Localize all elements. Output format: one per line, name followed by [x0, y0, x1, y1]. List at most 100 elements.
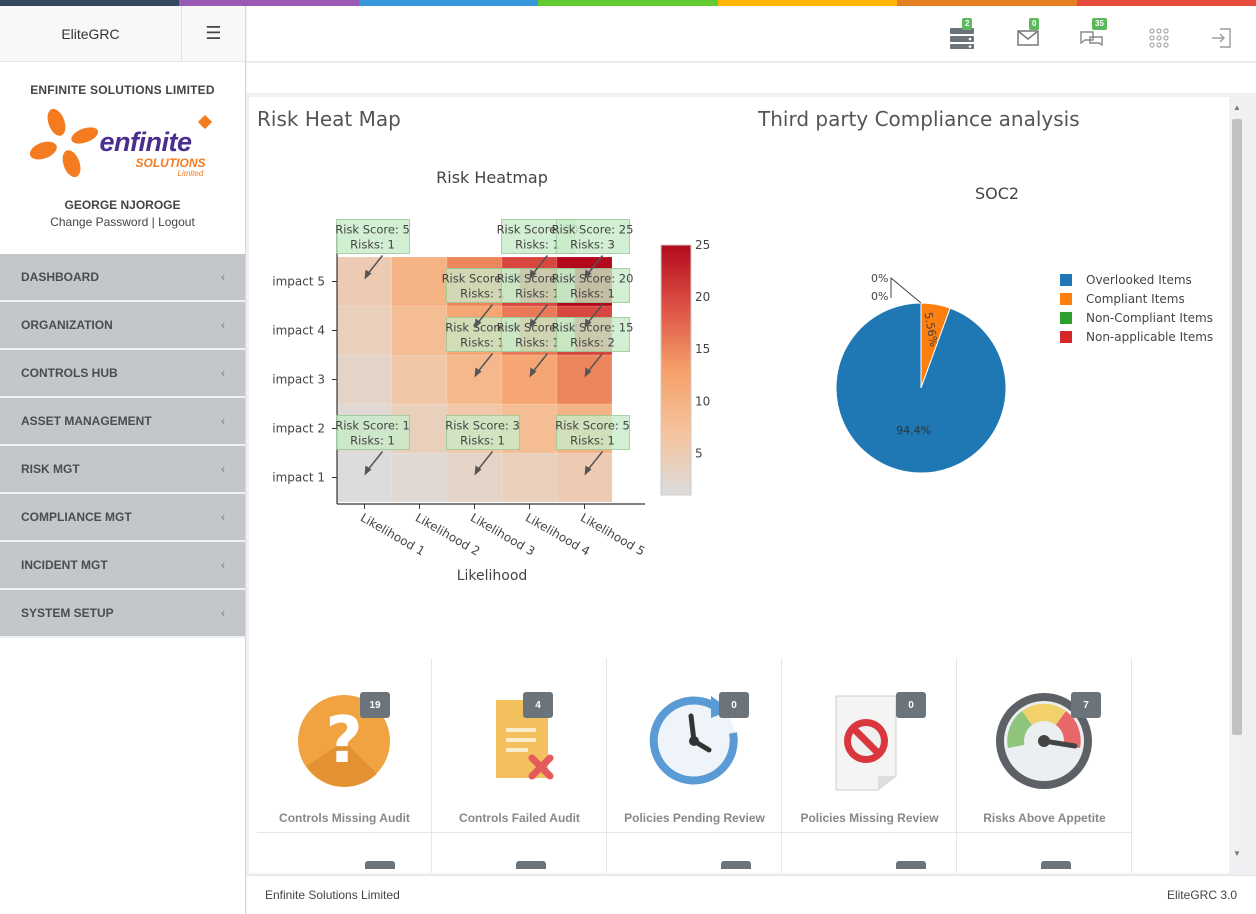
- tile-controls-missing-audit[interactable]: ? 19 Controls Missing Audit: [257, 658, 432, 873]
- sidebar-item-dashboard[interactable]: DASHBOARD ‹: [0, 254, 245, 302]
- sidebar: EliteGRC ☰ ENFINITE SOLUTIONS LIMITED en…: [0, 6, 246, 914]
- tile-count-badge: 4: [523, 692, 553, 718]
- pie-slice: [835, 302, 1007, 474]
- tile-count-badge: 0: [896, 692, 926, 718]
- tile-risks-above-appetite[interactable]: 7 Risks Above Appetite: [957, 658, 1132, 873]
- dashboard-content: Risk Heat Map Third party Compliance ana…: [249, 97, 1229, 873]
- sidebar-item-compliance-mgt[interactable]: COMPLIANCE MGT ‹: [0, 494, 245, 542]
- heatmap-cell: [391, 354, 448, 405]
- apps-grid-icon: [1149, 28, 1169, 48]
- scrollbar-thumb[interactable]: [1232, 119, 1242, 735]
- tile-divider: [432, 832, 607, 833]
- apps-grid-button[interactable]: [1145, 20, 1175, 50]
- chevron-left-icon: ‹: [221, 366, 225, 380]
- tile-divider: [957, 832, 1132, 833]
- chevron-left-icon: ‹: [221, 606, 225, 620]
- stripe-segment: [1076, 0, 1256, 6]
- colorbar-tick-label: 25: [695, 238, 710, 252]
- chat-bubbles-icon: [1080, 31, 1103, 47]
- y-tick-label: impact 2: [272, 422, 325, 436]
- annotation-arrowhead: [364, 465, 372, 476]
- envelope-icon: [1017, 30, 1039, 46]
- sidebar-item-label: DASHBOARD: [21, 270, 99, 284]
- legend-label: Compliant Items: [1086, 292, 1185, 306]
- annotation-arrowhead: [474, 465, 482, 476]
- sidebar-item-label: INCIDENT MGT: [21, 558, 108, 572]
- stripe-segment: [897, 0, 1077, 6]
- x-axis-title: Likelihood: [457, 568, 528, 584]
- annotation-arrowhead: [529, 367, 537, 378]
- user-links: Change Password | Logout: [0, 215, 245, 229]
- sign-out-button[interactable]: [1208, 20, 1238, 50]
- heatmap-cell: [336, 354, 393, 405]
- risk-heatmap-chart[interactable]: Risk Heatmap impact 1 impact 2 impact 3 impa…: [249, 157, 719, 617]
- tile-badge-stub: [896, 861, 926, 869]
- sidebar-item-label: ORGANIZATION: [21, 318, 113, 332]
- annotation-risks: Risks: 1: [515, 287, 560, 301]
- sidebar-item-risk-mgt[interactable]: RISK MGT ‹: [0, 446, 245, 494]
- heatmap-cell: [391, 305, 448, 356]
- chart-title: Risk Heatmap: [436, 168, 548, 187]
- sidebar-item-label: CONTROLS HUB: [21, 366, 118, 380]
- tile-controls-failed-audit[interactable]: 4 Controls Failed Audit: [432, 658, 607, 873]
- chat-badge: 35: [1092, 18, 1107, 30]
- stripe-segment: [538, 0, 718, 6]
- app-brand[interactable]: EliteGRC: [0, 6, 182, 61]
- stripe-segment: [358, 0, 539, 6]
- sidebar-item-organization[interactable]: ORGANIZATION ‹: [0, 302, 245, 350]
- colorbar-tick-label: 10: [695, 394, 710, 408]
- legend-label: Overlooked Items: [1086, 273, 1192, 287]
- legend-label: Non-applicable Items: [1086, 330, 1213, 344]
- messages-button[interactable]: 0: [1015, 18, 1045, 50]
- legend-swatch: [1060, 312, 1072, 324]
- legend-label: Non-Compliant Items: [1086, 311, 1213, 325]
- annotation-arrowhead: [529, 318, 537, 329]
- clock-refresh-icon: [649, 696, 738, 785]
- y-tick-label: impact 5: [272, 275, 325, 289]
- y-tick-label: impact 3: [272, 373, 325, 387]
- annotation-risks: Risks: 1: [515, 336, 560, 350]
- annotation-arrowhead: [529, 269, 537, 280]
- annotation-score: Risk Score: 15: [552, 321, 634, 335]
- servers-button[interactable]: 2: [948, 18, 978, 50]
- org-profile: ENFINITE SOLUTIONS LIMITED enfinite SOLU…: [0, 62, 245, 254]
- chevron-left-icon: ‹: [221, 462, 225, 476]
- tile-policies-missing-review[interactable]: 0 Policies Missing Review: [782, 658, 957, 873]
- scroll-down-arrow-icon[interactable]: ▼: [1233, 849, 1241, 858]
- content-scrollbar[interactable]: ▲ ▼: [1229, 97, 1245, 867]
- zero-label-leader: [890, 276, 922, 304]
- scroll-up-arrow-icon[interactable]: ▲: [1233, 103, 1241, 112]
- annotation-arrowhead: [584, 465, 592, 476]
- svg-text:?: ?: [325, 704, 362, 778]
- sidebar-item-label: ASSET MANAGEMENT: [21, 414, 152, 428]
- sidebar-item-controls-hub[interactable]: CONTROLS HUB ‹: [0, 350, 245, 398]
- tile-policies-pending-review[interactable]: 0 Policies Pending Review: [607, 658, 782, 873]
- logout-link[interactable]: Logout: [158, 215, 195, 229]
- tile-divider: [607, 832, 782, 833]
- heatmap-cell: [446, 452, 503, 503]
- sidebar-item-incident-mgt[interactable]: INCIDENT MGT ‹: [0, 542, 245, 590]
- heatmap-cell: [501, 452, 558, 503]
- chat-button[interactable]: 35: [1078, 18, 1108, 50]
- sidebar-item-asset-management[interactable]: ASSET MANAGEMENT ‹: [0, 398, 245, 446]
- logo-subtitle: SOLUTIONS: [135, 156, 206, 170]
- change-password-link[interactable]: Change Password: [50, 215, 149, 229]
- pie-slice-label: 5.56%: [921, 311, 940, 348]
- legend-swatch: [1060, 274, 1072, 286]
- tile-label: Policies Pending Review: [624, 811, 765, 825]
- chevron-left-icon: ‹: [221, 414, 225, 428]
- annotation-box: [556, 219, 630, 254]
- sidebar-nav: DASHBOARD ‹ ORGANIZATION ‹ CONTROLS HUB ‹ A…: [0, 254, 245, 638]
- sidebar-item-system-setup[interactable]: SYSTEM SETUP ‹: [0, 590, 245, 638]
- pie-slice-label: 0%: [871, 272, 888, 285]
- chevron-left-icon: ‹: [221, 318, 225, 332]
- user-name: GEORGE NJOROGE: [64, 198, 181, 212]
- sidebar-item-label: SYSTEM SETUP: [21, 606, 114, 620]
- soc2-pie-chart[interactable]: SOC2 5.56% 94.4% 0% 0% Overlooked Items Compli…: [749, 157, 1219, 487]
- annotation-arrowhead: [584, 269, 592, 280]
- heatmap-cell: [336, 452, 393, 503]
- annotation-box: [556, 415, 630, 450]
- y-tick-label: impact 1: [272, 471, 325, 485]
- annotation-risks: Risks: 3: [570, 238, 615, 252]
- menu-toggle-button[interactable]: ☰: [182, 6, 245, 61]
